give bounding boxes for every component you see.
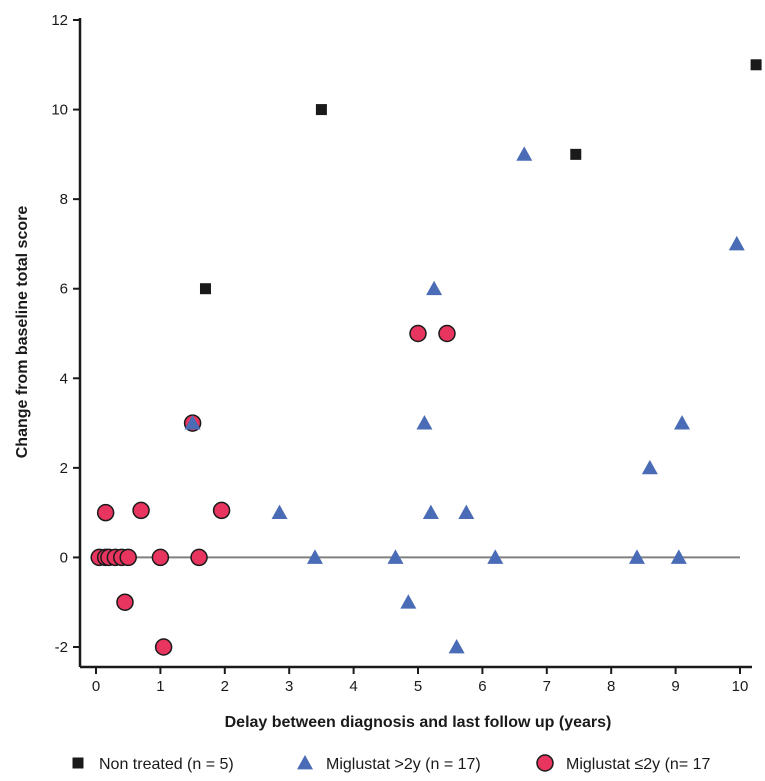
- y-tick-label: 0: [60, 549, 68, 566]
- triangle-point: [184, 415, 201, 430]
- circle-point: [119, 548, 137, 567]
- legend-square-icon: [72, 757, 84, 769]
- series-circle: [90, 324, 456, 656]
- x-tick-label: 1: [156, 678, 164, 695]
- circle-point: [154, 638, 173, 656]
- triangle-point: [422, 504, 439, 520]
- circle-point: [96, 503, 115, 522]
- triangle-point: [628, 549, 645, 564]
- y-tick-label: 10: [51, 102, 68, 119]
- x-tick-label: 9: [671, 678, 679, 695]
- legend-label: Non treated (n = 5): [99, 756, 234, 773]
- triangle-point: [387, 549, 404, 564]
- legend-item: Miglustat ≤2y (n= 17: [536, 754, 711, 773]
- triangle-point: [728, 235, 745, 251]
- series-triangle: [184, 146, 745, 654]
- y-tick-label: 4: [60, 370, 68, 387]
- series-square: [199, 59, 762, 295]
- circle-point: [438, 324, 456, 343]
- triangle-point: [271, 504, 288, 520]
- circle-point: [409, 324, 427, 343]
- y-tick-label: 8: [60, 191, 68, 208]
- x-tick-label: 0: [92, 678, 100, 695]
- triangle-point: [416, 415, 433, 430]
- triangle-point: [448, 639, 465, 654]
- x-tick-label: 4: [349, 678, 357, 695]
- y-tick-label: -2: [55, 639, 68, 656]
- x-tick-label: 8: [607, 678, 615, 695]
- legend-triangle-icon: [297, 755, 313, 770]
- triangle-point: [674, 415, 691, 430]
- x-axis-title: Delay between diagnosis and last follow …: [225, 714, 612, 731]
- triangle-point: [487, 549, 504, 564]
- legend-label: Miglustat ≤2y (n= 17: [566, 756, 711, 773]
- square-point: [315, 104, 327, 116]
- y-axis-title: Change from baseline total score: [14, 206, 31, 459]
- square-point: [570, 148, 582, 160]
- y-tick-label: 6: [60, 281, 68, 298]
- legend-circle-icon: [536, 754, 554, 772]
- circle-point: [116, 593, 134, 611]
- triangle-point: [306, 549, 323, 564]
- legend-item: Miglustat >2y (n = 17): [297, 755, 481, 773]
- x-tick-label: 6: [478, 678, 486, 695]
- circle-point: [190, 548, 208, 567]
- triangle-point: [400, 594, 417, 609]
- y-tick-label: 2: [60, 460, 68, 477]
- triangle-point: [458, 504, 475, 520]
- triangle-point: [641, 459, 658, 475]
- square-point: [199, 283, 211, 295]
- x-tick-label: 7: [543, 678, 551, 695]
- x-tick-label: 2: [221, 678, 229, 695]
- circle-point: [132, 501, 150, 520]
- x-tick-label: 5: [414, 678, 422, 695]
- circle-point: [151, 548, 170, 567]
- x-tick-label: 3: [285, 678, 293, 695]
- triangle-point: [516, 146, 533, 161]
- circle-point: [212, 501, 231, 520]
- square-point: [750, 59, 762, 71]
- legend-item: Non treated (n = 5): [72, 756, 234, 773]
- data-points: [90, 59, 762, 656]
- y-tick-label: 12: [51, 12, 68, 29]
- triangle-point: [426, 280, 443, 296]
- x-tick-label: 10: [732, 678, 749, 695]
- triangle-point: [670, 549, 687, 564]
- legend-label: Miglustat >2y (n = 17): [326, 756, 481, 773]
- legend: Non treated (n = 5) Miglustat >2y (n = 17…: [72, 754, 711, 773]
